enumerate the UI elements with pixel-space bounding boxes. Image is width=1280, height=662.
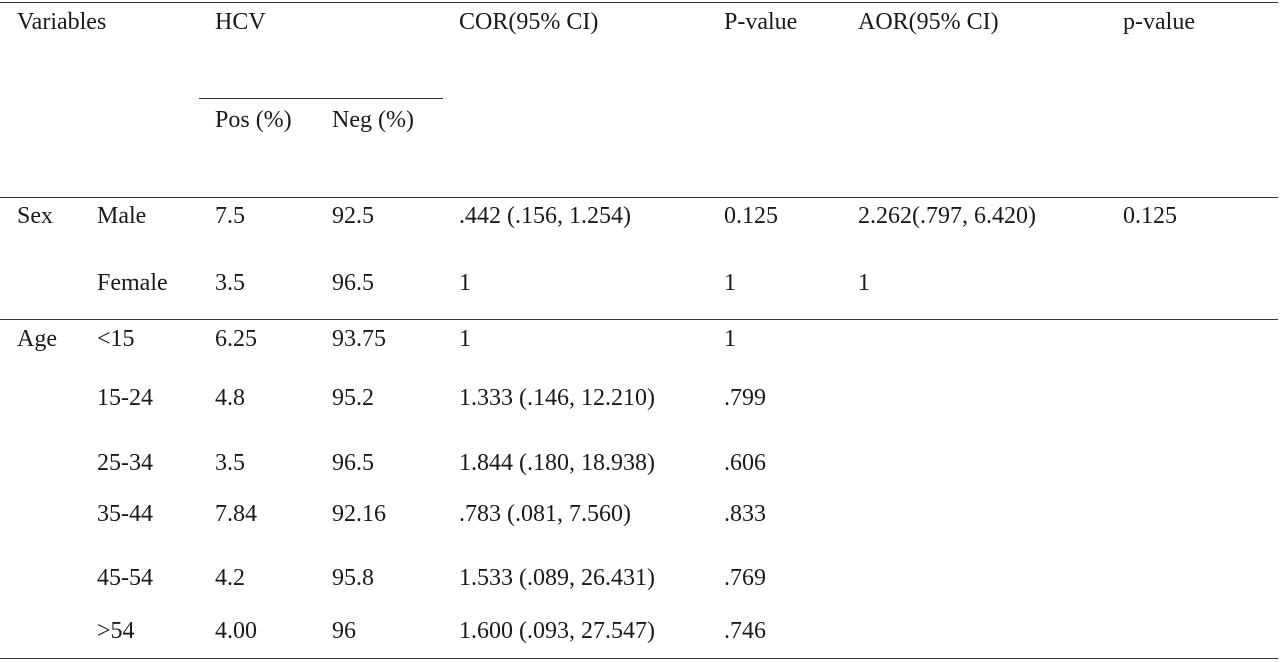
cell-cor: 1.600 (.093, 27.547)	[459, 618, 655, 644]
cell-pos: 3.5	[215, 270, 245, 296]
cell-pos: 7.5	[215, 203, 245, 229]
cell-neg: 92.16	[332, 501, 386, 527]
cell-level: 45-54	[97, 565, 153, 591]
cell-cor: .783 (.081, 7.560)	[459, 501, 631, 527]
cell-cor: .442 (.156, 1.254)	[459, 203, 631, 229]
cell-cor: 1	[459, 326, 471, 352]
header-cor: COR(95% CI)	[459, 9, 599, 35]
header-hcv: HCV	[215, 9, 266, 35]
cell-neg: 92.5	[332, 203, 374, 229]
cell-level: 35-44	[97, 501, 153, 527]
cell-p: .799	[724, 385, 766, 411]
cell-level: 25-34	[97, 450, 153, 476]
cell-p: 1	[724, 326, 736, 352]
cell-p2: 0.125	[1123, 203, 1177, 229]
group-sex: Sex	[17, 203, 53, 229]
header-p-value: P-value	[724, 9, 798, 35]
cell-p: .833	[724, 501, 766, 527]
hcv-underline	[199, 98, 443, 99]
cell-neg: 95.8	[332, 565, 374, 591]
cell-level: Male	[97, 203, 147, 229]
cell-neg: 96.5	[332, 270, 374, 296]
cell-pos: 6.25	[215, 326, 257, 352]
cell-level: Female	[97, 270, 168, 296]
header-p-value-adjusted: p-value	[1123, 9, 1195, 35]
header-neg: Neg (%)	[332, 107, 414, 133]
header-variables: Variables	[17, 9, 107, 35]
cell-level: 15-24	[97, 385, 153, 411]
table-bottom-rule	[0, 658, 1278, 659]
cell-neg: 93.75	[332, 326, 386, 352]
cell-cor: 1	[459, 270, 471, 296]
cell-p: 0.125	[724, 203, 778, 229]
cell-pos: 4.00	[215, 618, 257, 644]
cell-cor: 1.844 (.180, 18.938)	[459, 450, 655, 476]
cell-level: >54	[97, 618, 135, 644]
cell-cor: 1.533 (.089, 26.431)	[459, 565, 655, 591]
cell-p: 1	[724, 270, 736, 296]
cell-cor: 1.333 (.146, 12.210)	[459, 385, 655, 411]
cell-aor: 1	[858, 270, 870, 296]
group-age: Age	[17, 326, 57, 352]
cell-p: .606	[724, 450, 766, 476]
cell-neg: 95.2	[332, 385, 374, 411]
header-aor: AOR(95% CI)	[858, 9, 999, 35]
header-pos: Pos (%)	[215, 107, 292, 133]
cell-pos: 7.84	[215, 501, 257, 527]
cell-aor: 2.262(.797, 6.420)	[858, 203, 1036, 229]
cell-p: .746	[724, 618, 766, 644]
cell-level: <15	[97, 326, 135, 352]
cell-p: .769	[724, 565, 766, 591]
cell-pos: 4.2	[215, 565, 245, 591]
cell-neg: 96.5	[332, 450, 374, 476]
cell-neg: 96	[332, 618, 356, 644]
cell-pos: 4.8	[215, 385, 245, 411]
header-bottom-rule	[0, 197, 1278, 198]
sex-age-divider	[0, 319, 1278, 320]
table-top-rule	[0, 2, 1278, 3]
cell-pos: 3.5	[215, 450, 245, 476]
